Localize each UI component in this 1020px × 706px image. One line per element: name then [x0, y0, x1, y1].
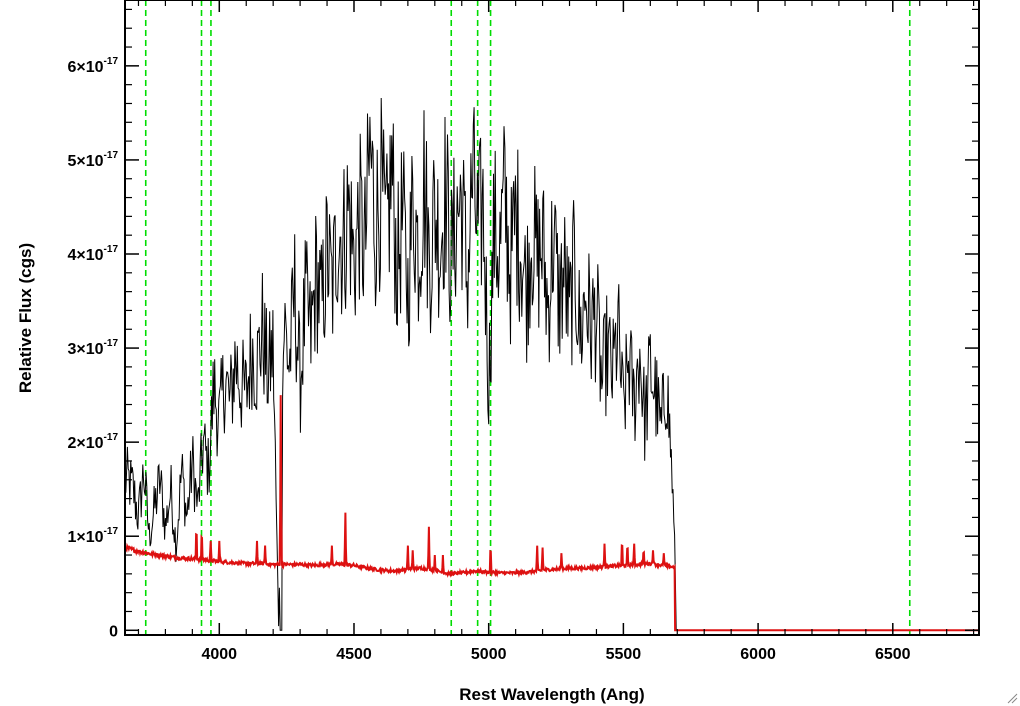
observed-spectrum-line	[125, 97, 979, 631]
plot-frame	[124, 0, 980, 636]
x-tick-labels: 4000 4500 5000 5500 6000 6500	[201, 646, 910, 663]
y-tick-label: 4×10-17	[68, 244, 119, 264]
y-tick-label: 0	[109, 623, 118, 640]
y-axis-title: Relative Flux (cgs)	[16, 243, 35, 393]
emission-line-markers	[144, 0, 911, 635]
resize-grip-icon[interactable]	[1006, 692, 1018, 704]
y-tick-labels: 0 1×10-17 2×10-17 3×10-17 4×10-17 5×10-17 6×10…	[68, 56, 119, 640]
x-tick-label: 6500	[875, 646, 911, 663]
model-spectrum-line	[125, 395, 979, 632]
y-tick-label: 5×10-17	[68, 150, 119, 170]
x-tick-label: 4000	[201, 646, 237, 663]
y-tick-label: 6×10-17	[68, 56, 119, 76]
x-tick-label: 5000	[471, 646, 507, 663]
x-tick-label: 6000	[740, 646, 776, 663]
x-axis-title: Rest Wavelength (Ang)	[459, 685, 644, 704]
x-tick-label: 4500	[336, 646, 372, 663]
axis-ticks	[125, 0, 979, 635]
x-tick-label: 5500	[606, 646, 642, 663]
y-tick-label: 3×10-17	[68, 338, 119, 358]
y-tick-label: 2×10-17	[68, 432, 119, 452]
y-tick-label: 1×10-17	[68, 526, 119, 546]
spectrum-series	[125, 97, 979, 632]
